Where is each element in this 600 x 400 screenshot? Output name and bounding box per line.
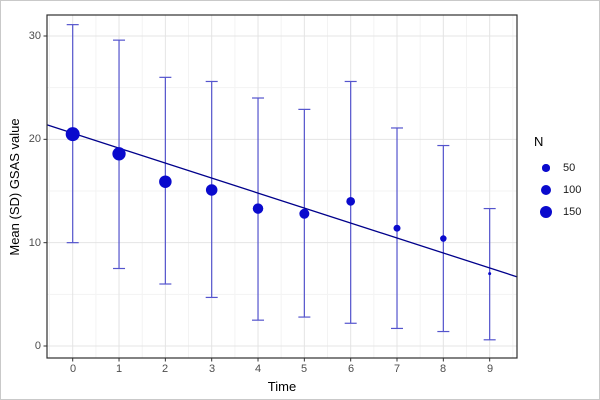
y-axis-title: Mean (SD) GSAS value — [7, 118, 22, 256]
x-axis-title: Time — [267, 379, 297, 394]
legend: N 50 100 150 — [528, 134, 598, 223]
legend-item: 100 — [528, 179, 598, 201]
data-point — [440, 235, 447, 242]
legend-item-label: 150 — [563, 206, 582, 218]
data-point — [65, 127, 80, 142]
x-tick-label: 2 — [161, 363, 169, 375]
y-tick-label: 20 — [28, 133, 41, 145]
x-tick-label: 9 — [486, 363, 494, 375]
legend-size-dot-icon — [539, 205, 553, 219]
data-point — [488, 272, 492, 276]
data-point — [252, 203, 264, 214]
x-tick-label: 5 — [300, 363, 308, 375]
panel-background — [47, 15, 517, 358]
x-tick-label: 3 — [208, 363, 216, 375]
legend-item: 150 — [528, 201, 598, 223]
data-point — [205, 184, 218, 196]
y-tick-label: 30 — [28, 30, 41, 42]
legend-item: 50 — [528, 157, 598, 179]
x-tick-label: 0 — [69, 363, 77, 375]
legend-item-label: 50 — [563, 162, 576, 174]
legend-item-label: 100 — [563, 184, 582, 196]
data-point — [299, 208, 310, 219]
legend-title: N — [534, 134, 544, 149]
data-point — [346, 196, 356, 206]
legend-size-dot-icon — [541, 185, 551, 195]
x-tick-label: 8 — [439, 363, 447, 375]
trend-line — [47, 124, 518, 278]
y-tick-label: 10 — [28, 237, 41, 249]
data-point — [112, 147, 126, 161]
data-point — [393, 224, 401, 232]
legend-size-dot-icon — [542, 164, 550, 172]
x-tick-label: 6 — [347, 363, 355, 375]
panel-border — [46, 14, 518, 359]
x-tick-label: 1 — [115, 363, 123, 375]
y-tick-label: 0 — [34, 340, 41, 352]
data-point — [159, 175, 172, 188]
x-tick-label: 4 — [254, 363, 262, 375]
x-tick-label: 7 — [393, 363, 401, 375]
